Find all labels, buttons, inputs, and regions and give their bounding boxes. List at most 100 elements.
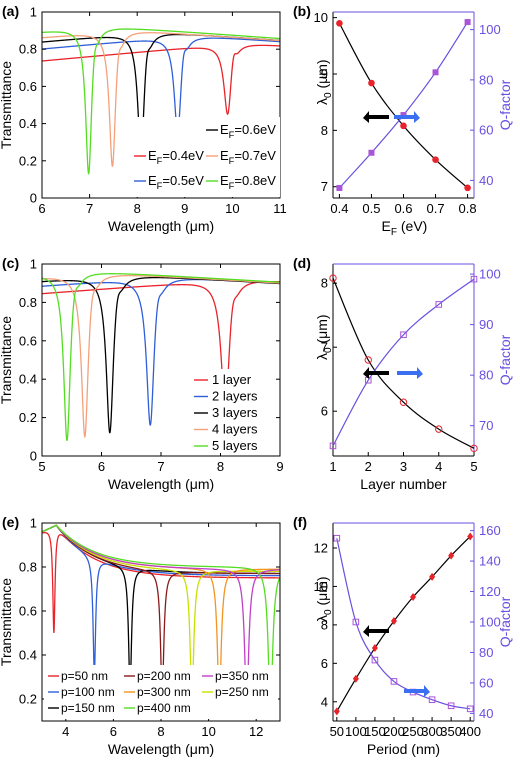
- lambda-point: [435, 425, 443, 433]
- x-tick-label: 0.5: [362, 201, 380, 216]
- y-right-tick-label: 60: [479, 123, 493, 138]
- y-tick-label: 0.2: [19, 692, 37, 707]
- legend-label: p=350 nm: [215, 669, 269, 683]
- legend-label: p=400 nm: [137, 701, 191, 715]
- legend-label: EF=0.6eV: [220, 122, 276, 140]
- q-point: [336, 184, 343, 191]
- q-point: [352, 618, 360, 626]
- x-tick-label: 2: [365, 459, 372, 474]
- x-axis-label: EF (eV): [382, 218, 428, 238]
- panel-label: (f): [293, 514, 307, 530]
- legend-label: 1 layer: [212, 372, 252, 387]
- q-point: [432, 69, 439, 76]
- x-tick-label: 4: [62, 724, 69, 739]
- series-line-p-100-nm: [42, 524, 280, 673]
- series-line-p-250-nm: [42, 524, 280, 702]
- q-point: [329, 442, 337, 450]
- lambda-point: [400, 122, 407, 130]
- x-axis-label: Wavelength (μm): [108, 741, 214, 757]
- fit-curve-q: [332, 278, 475, 447]
- y-left-axis-label: λ0 (μm): [314, 314, 334, 360]
- y-tick-label: 0.4: [19, 648, 37, 663]
- y-left-tick-label: 6: [321, 404, 328, 419]
- x-tick-label: 8: [157, 724, 164, 739]
- y-right-tick-label: 100: [479, 22, 501, 37]
- y-right-tick-label: 80: [479, 72, 493, 87]
- arrow-right-icon: [397, 367, 423, 379]
- y-left-tick-label: 6: [321, 656, 328, 671]
- q-point: [400, 331, 407, 339]
- panel-label: (c): [2, 255, 19, 271]
- x-axis-label: Wavelength (μm): [108, 476, 214, 492]
- lambda-point: [399, 398, 408, 406]
- y-tick-label: 1: [30, 516, 37, 531]
- q-point: [428, 696, 436, 703]
- y-tick-label: 0.8: [19, 560, 37, 575]
- legend-label: p=200 nm: [137, 669, 191, 683]
- y-left-axis-label: λ0 (μm): [314, 576, 334, 622]
- legend-label: p=300 nm: [137, 685, 191, 699]
- y-tick-label: 0.2: [19, 153, 37, 168]
- x-tick-label: 5: [38, 459, 45, 474]
- x-tick-label: 200: [383, 724, 405, 739]
- fit-curve-q: [338, 21, 469, 189]
- q-point: [435, 301, 443, 308]
- lambda-point: [336, 19, 343, 27]
- x-axis-label: Layer number: [360, 476, 447, 492]
- lambda-point: [352, 674, 359, 683]
- y-tick-label: 1: [30, 5, 37, 20]
- x-tick-label: 4: [435, 459, 442, 474]
- x-tick-label: 6: [98, 459, 105, 474]
- legend-label: 4 layers: [212, 422, 258, 437]
- legend-label: EF=0.7eV: [220, 148, 276, 166]
- series-line-1-layer: [42, 280, 280, 411]
- y-right-axis-label: Q-factor: [497, 596, 513, 647]
- y-tick-label: 0.8: [19, 42, 37, 57]
- series-line-p-200-nm: [42, 524, 280, 697]
- panel-e: 4 6 8 10 12 0.2 0.4 0.6 0.8 1 Wavelength (μm) Trans…: [0, 514, 281, 757]
- legend-label: p=50 nm: [61, 669, 108, 683]
- panel-a: 6 7 8 9 10 11 0 0.2 0.4 0.6 0.8 1 Wavelength (μm) Tra…: [0, 3, 287, 234]
- x-tick-label: 0.7: [427, 201, 445, 216]
- lambda-point: [470, 444, 478, 453]
- legend-label: EF=0.4eV: [148, 148, 204, 166]
- x-tick-label: 350: [440, 724, 462, 739]
- legend-label: 5 layers: [212, 438, 258, 453]
- lambda-point: [429, 572, 436, 581]
- legend-label: 3 layers: [212, 405, 258, 420]
- x-tick-label: 1: [329, 459, 336, 474]
- lambda-point: [390, 617, 397, 626]
- y-right-tick-label: 160: [479, 523, 501, 538]
- panel-c: 5 6 7 8 9 0 0.2 0.4 0.6 0.8 1 Wavelength (μm) Transm…: [0, 255, 284, 492]
- x-tick-label: 0.8: [459, 201, 477, 216]
- x-tick-label: 50: [330, 724, 344, 739]
- legend-a: EF=0.6eV EF=0.4eV EF=0.7eV EF=0.5eV EF=0.8eV: [130, 117, 280, 197]
- lambda-point: [410, 593, 417, 602]
- y-left-tick-label: 8: [321, 123, 328, 138]
- legend-label: p=150 nm: [61, 701, 115, 715]
- q-point: [466, 705, 474, 713]
- q-point: [470, 275, 478, 283]
- x-tick-label: 0.4: [330, 201, 348, 216]
- y-right-tick-label: 70: [479, 418, 493, 433]
- plot-frame: [41, 11, 281, 199]
- q-point: [390, 678, 398, 685]
- lambda-point: [467, 532, 474, 541]
- y-right-tick-label: 40: [479, 173, 493, 188]
- x-tick-label: 7: [86, 201, 93, 216]
- q-point: [333, 534, 341, 542]
- x-tick-label: 300: [421, 724, 443, 739]
- y-tick-label: 0: [30, 449, 37, 464]
- x-tick-label: 0.6: [394, 201, 412, 216]
- x-tick-label: 3: [400, 459, 407, 474]
- panel-label: (b): [293, 3, 311, 19]
- y-right-tick-label: 80: [479, 645, 493, 660]
- lambda-point: [329, 274, 337, 282]
- y-tick-label: 0: [30, 191, 37, 206]
- y-axis-label: Transmittance: [0, 316, 14, 404]
- series-line-5-layers: [42, 273, 280, 442]
- x-tick-label: 10: [225, 201, 239, 216]
- y-left-tick-label: 12: [314, 540, 328, 555]
- y-tick-label: 0.6: [19, 79, 37, 94]
- q-point: [447, 702, 455, 710]
